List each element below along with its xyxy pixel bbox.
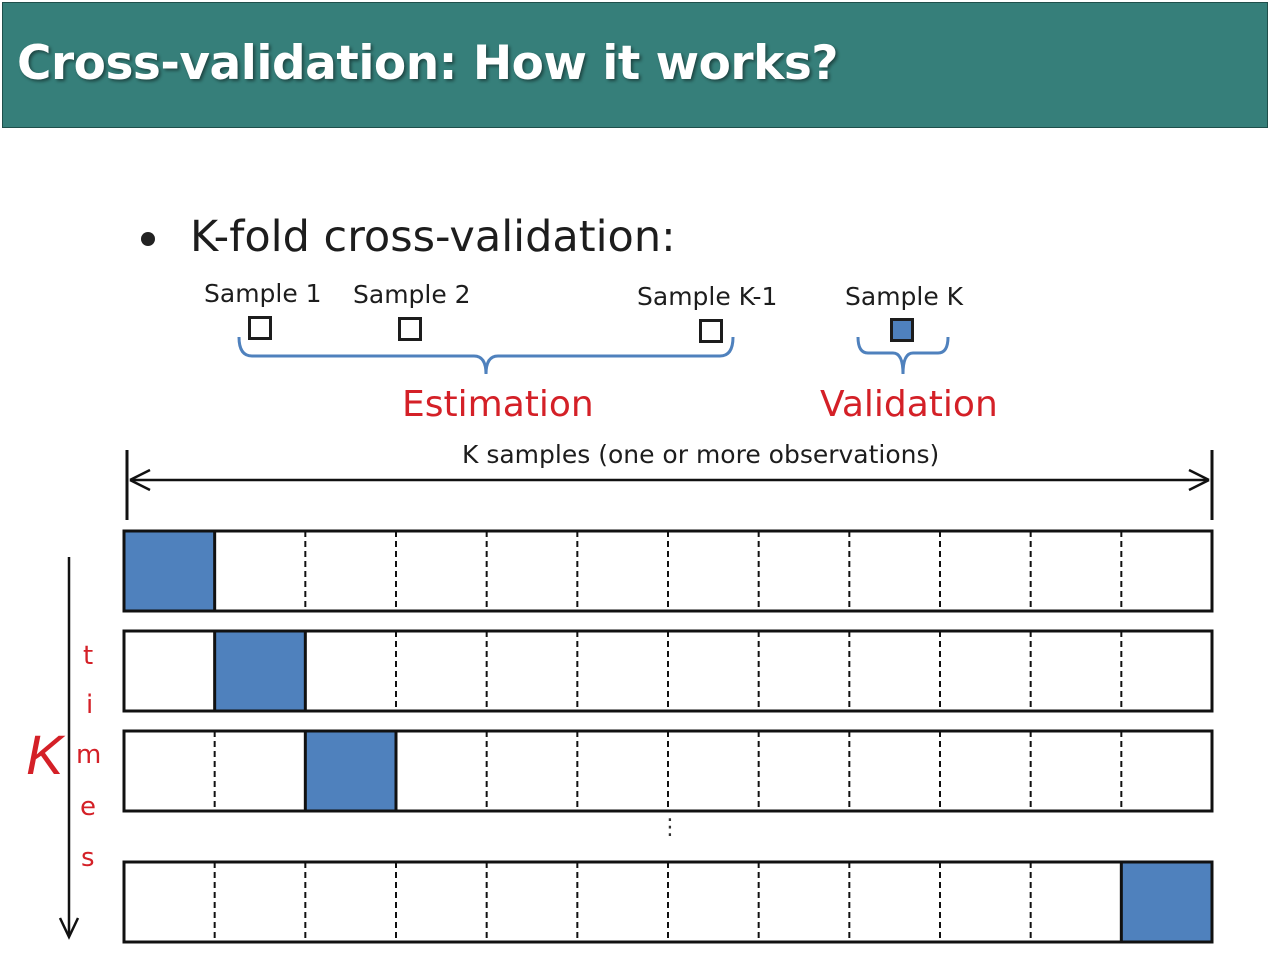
- estimation-brace: [237, 336, 735, 375]
- down-arrow: [58, 557, 80, 940]
- validation-cell: [214, 631, 306, 711]
- validation-cell: [305, 731, 396, 811]
- bullet-icon: [141, 232, 155, 246]
- fold-row: [122, 529, 1214, 613]
- sample-label-1: Sample 1: [204, 279, 322, 308]
- fold-row: [122, 729, 1214, 813]
- slide-title: Cross-validation: How it works?: [17, 36, 839, 91]
- row-border: [122, 529, 1214, 613]
- row-border: [122, 729, 1214, 813]
- sample-2-square: [398, 317, 422, 341]
- sample-1-square: [248, 316, 272, 340]
- sample-k-minus-1-square: [699, 319, 723, 343]
- sample-k-square: [890, 318, 914, 342]
- fold-row: [122, 860, 1214, 944]
- row-border: [122, 629, 1214, 713]
- validation-cell: [124, 531, 215, 611]
- times-letter: e: [80, 792, 96, 822]
- ellipsis-dots: ⋮: [659, 815, 681, 840]
- times-letter: i: [86, 690, 94, 720]
- validation-cell: [1121, 862, 1212, 942]
- times-letter: m: [76, 740, 102, 770]
- bullet-text: K-fold cross-validation:: [190, 212, 676, 262]
- times-letter: s: [81, 843, 95, 873]
- sample-label-2: Sample 2: [353, 280, 471, 309]
- k-samples-label: K samples (one or more observations): [462, 440, 940, 469]
- sample-label-k: Sample K: [845, 282, 964, 311]
- validation-label: Validation: [820, 384, 998, 425]
- sample-label-k-minus-1: Sample K-1: [637, 282, 778, 311]
- estimation-label: Estimation: [402, 384, 594, 425]
- fold-row: [122, 629, 1214, 713]
- times-letter: t: [83, 641, 94, 671]
- title-bar: Cross-validation: How it works?: [2, 2, 1268, 128]
- span-arrow: [125, 450, 1214, 520]
- validation-brace: [856, 336, 950, 375]
- row-border: [122, 860, 1214, 944]
- k-label: K: [26, 723, 64, 786]
